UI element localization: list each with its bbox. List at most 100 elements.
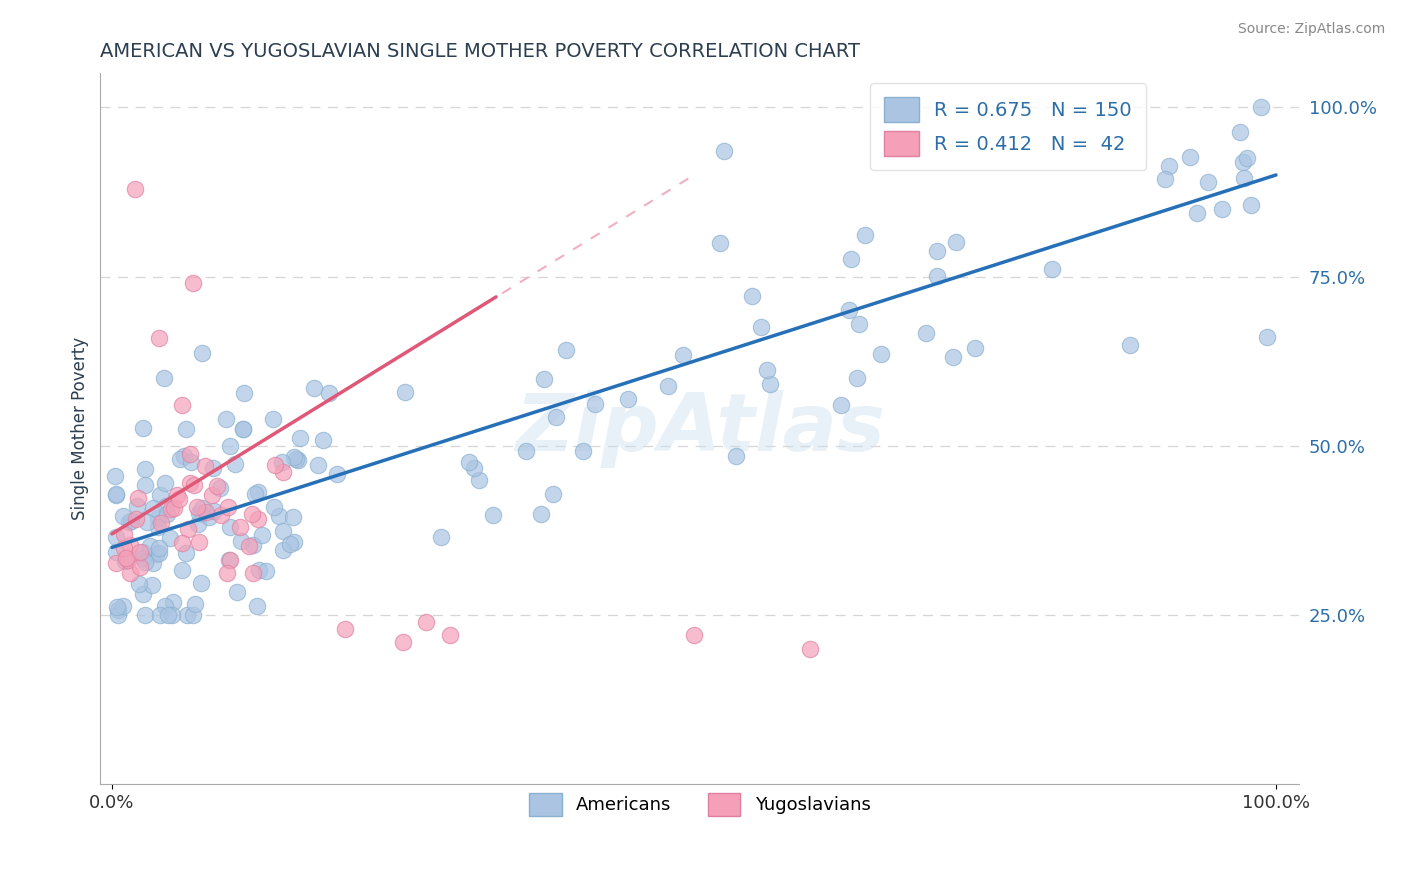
Point [191, 500, 214, 515]
Point [145, 547, 167, 561]
Point [1197, 175, 1219, 189]
Point [713, 144, 735, 158]
Point [153, 599, 176, 614]
Point [217, 500, 239, 514]
Point [104, 487, 127, 501]
Point [242, 538, 264, 552]
Point [799, 642, 821, 657]
Point [197, 510, 219, 524]
Point [107, 608, 129, 623]
Point [179, 476, 201, 491]
Point [148, 541, 170, 556]
Point [463, 461, 485, 475]
Point [170, 398, 193, 412]
Point [209, 508, 232, 523]
Point [107, 603, 129, 617]
Point [1040, 262, 1063, 277]
Point [112, 599, 135, 613]
Point [156, 508, 179, 522]
Point [307, 458, 329, 472]
Text: ZipAtlas: ZipAtlas [515, 390, 884, 468]
Point [201, 460, 224, 475]
Point [201, 488, 224, 502]
Point [247, 563, 270, 577]
Point [194, 504, 217, 518]
Point [870, 346, 893, 360]
Point [194, 459, 217, 474]
Point [120, 538, 142, 552]
Legend: Americans, Yugoslavians: Americans, Yugoslavians [520, 784, 879, 825]
Point [128, 577, 150, 591]
Point [925, 268, 948, 283]
Point [173, 450, 195, 464]
Point [839, 252, 862, 266]
Y-axis label: Single Mother Poverty: Single Mother Poverty [72, 337, 89, 521]
Point [914, 326, 936, 341]
Point [205, 479, 228, 493]
Point [333, 622, 356, 636]
Point [312, 433, 335, 447]
Point [134, 555, 156, 569]
Point [104, 556, 127, 570]
Point [326, 467, 349, 481]
Point [146, 511, 169, 525]
Point [751, 320, 773, 334]
Point [290, 431, 312, 445]
Point [672, 348, 695, 362]
Point [132, 551, 155, 566]
Point [115, 551, 138, 566]
Point [202, 504, 225, 518]
Point [287, 452, 309, 467]
Point [124, 181, 146, 195]
Point [180, 455, 202, 469]
Point [181, 608, 204, 623]
Point [169, 491, 191, 506]
Point [482, 508, 505, 522]
Point [1250, 100, 1272, 114]
Point [845, 371, 868, 385]
Point [132, 420, 155, 434]
Point [439, 628, 461, 642]
Point [283, 534, 305, 549]
Point [134, 608, 156, 623]
Point [1178, 150, 1201, 164]
Point [179, 447, 201, 461]
Point [246, 512, 269, 526]
Point [240, 507, 263, 521]
Point [238, 539, 260, 553]
Point [273, 542, 295, 557]
Point [458, 455, 481, 469]
Point [159, 531, 181, 545]
Point [278, 537, 301, 551]
Point [112, 508, 135, 523]
Point [302, 381, 325, 395]
Point [156, 608, 179, 623]
Point [270, 455, 292, 469]
Point [187, 517, 209, 532]
Point [141, 578, 163, 592]
Text: Source: ZipAtlas.com: Source: ZipAtlas.com [1237, 22, 1385, 37]
Point [725, 450, 748, 464]
Point [583, 396, 606, 410]
Point [232, 421, 254, 435]
Point [1229, 125, 1251, 139]
Point [118, 515, 141, 529]
Point [149, 488, 172, 502]
Point [246, 485, 269, 500]
Point [152, 371, 174, 385]
Point [838, 302, 860, 317]
Point [709, 235, 731, 250]
Point [183, 477, 205, 491]
Point [114, 554, 136, 568]
Point [263, 458, 285, 472]
Point [170, 564, 193, 578]
Point [226, 585, 249, 599]
Point [190, 575, 212, 590]
Point [429, 530, 451, 544]
Point [262, 412, 284, 426]
Point [271, 465, 294, 479]
Point [267, 509, 290, 524]
Point [129, 545, 152, 559]
Point [250, 527, 273, 541]
Point [219, 553, 242, 567]
